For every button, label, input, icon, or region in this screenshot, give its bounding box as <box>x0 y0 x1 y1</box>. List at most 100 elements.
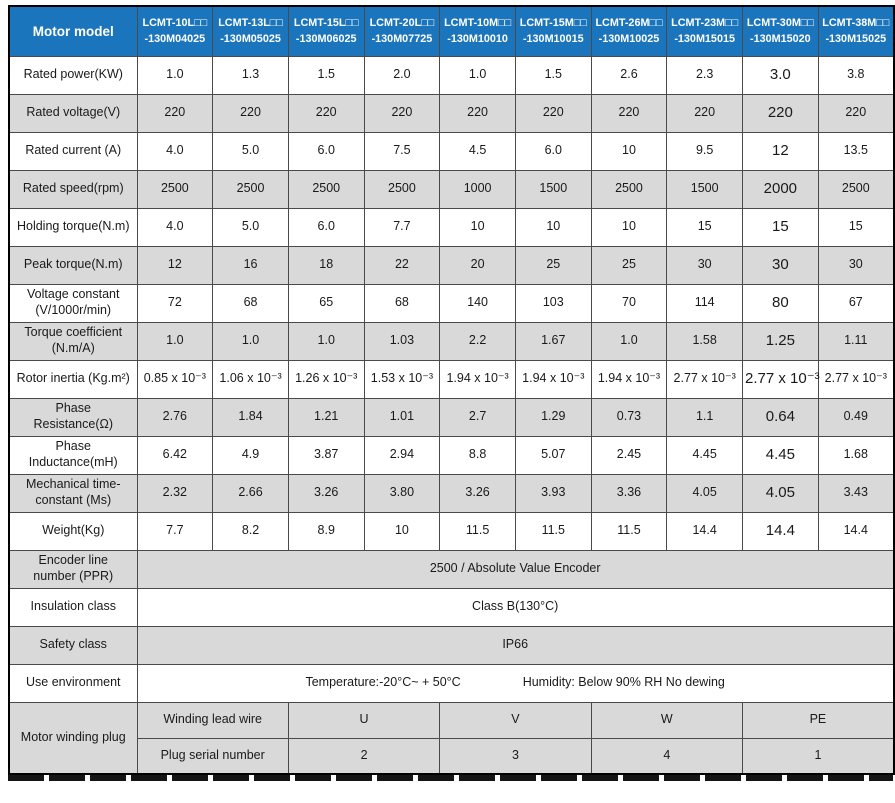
row-label: Phase Resistance(Ω) <box>8 397 138 437</box>
winding-value-cell: V <box>439 701 592 739</box>
spec-value-cell: 12 <box>742 131 819 171</box>
table-row: Rotor inertia (Kg.m²) 0.85 x 10⁻³ 1.06 x 1… <box>8 359 895 399</box>
spec-value-cell: 2.32 <box>136 473 214 513</box>
spec-value-cell: 4.5 <box>439 131 516 171</box>
spec-value-cell: 1500 <box>514 169 592 209</box>
header-model-column: LCMT-15L□□ -130M06025 <box>287 5 365 57</box>
table-row: Phase Inductance(mH) 6.42 4.9 3.87 2.94 8.8 5.… <box>8 435 895 475</box>
spec-value-cell: 4.05 <box>742 473 819 513</box>
row-label: Rated voltage(V) <box>8 93 138 133</box>
spec-value-cell: 0.64 <box>742 397 819 437</box>
spec-value-cell: 13.5 <box>817 131 895 171</box>
spec-value-cell: 30 <box>666 245 743 285</box>
spec-value-cell: 2.45 <box>590 435 668 475</box>
spec-value-cell: 1.5 <box>514 55 592 95</box>
spec-value-cell: 3.80 <box>363 473 441 513</box>
winding-value-cell: 3 <box>439 737 592 775</box>
spec-value-cell: 1.0 <box>136 55 214 95</box>
spec-value-cell: 6.0 <box>287 131 365 171</box>
header-model-column: LCMT-38M□□ -130M15025 <box>817 5 895 57</box>
spec-value-cell: 220 <box>439 93 516 133</box>
spec-value-cell: 15 <box>666 207 743 247</box>
spanned-value-cell: Class B(130°C) <box>136 587 895 627</box>
table-row: Phase Resistance(Ω) 2.76 1.84 1.21 1.01 2.7 1.… <box>8 397 895 437</box>
spec-value-cell: 15 <box>742 207 819 247</box>
spec-value-cell: 1.26 x 10⁻³ <box>287 359 365 399</box>
winding-sub-label: Plug serial number <box>136 737 289 775</box>
header-model-column: LCMT-13L□□ -130M05025 <box>212 5 289 57</box>
spec-value-cell: 4.45 <box>742 435 819 475</box>
spec-value-cell: 2.3 <box>666 55 743 95</box>
spec-value-cell: 0.85 x 10⁻³ <box>136 359 214 399</box>
spec-value-cell: 68 <box>212 283 289 323</box>
spec-value-cell: 103 <box>514 283 592 323</box>
spec-value-cell: 1.06 x 10⁻³ <box>212 359 289 399</box>
winding-value-cell: W <box>590 701 744 739</box>
spec-value-cell: 220 <box>287 93 365 133</box>
header-model-column: LCMT-20L□□ -130M07725 <box>363 5 441 57</box>
spec-value-cell: 1.0 <box>590 321 668 361</box>
spec-value-cell: 1.94 x 10⁻³ <box>439 359 516 399</box>
header-model-column: LCMT-15M□□ -130M10015 <box>514 5 592 57</box>
spec-value-cell: 65 <box>287 283 365 323</box>
spec-value-cell: 10 <box>439 207 516 247</box>
spec-value-cell: 3.43 <box>817 473 895 513</box>
table-row: Peak torque(N.m) 12 16 18 22 20 25 25 30 30 30 <box>8 245 895 285</box>
spec-value-cell: 1.1 <box>666 397 743 437</box>
spec-sheet: Motor model LCMT-10L□□ -130M04025 LCMT-13… <box>8 5 895 781</box>
motor-spec-table: Motor model LCMT-10L□□ -130M04025 LCMT-13… <box>8 5 895 775</box>
spec-value-cell: 0.49 <box>817 397 895 437</box>
winding-row: Plug serial number 2 3 4 1 <box>9 737 895 775</box>
spec-value-cell: 14.4 <box>666 511 743 551</box>
spec-value-cell: 15 <box>817 207 895 247</box>
header-model-column: LCMT-23M□□ -130M15015 <box>666 5 743 57</box>
spec-value-cell: 2.7 <box>439 397 516 437</box>
spec-value-cell: 8.8 <box>439 435 516 475</box>
spec-value-cell: 10 <box>590 131 668 171</box>
header-model-column: LCMT-26M□□ -130M10025 <box>590 5 668 57</box>
spec-value-cell: 220 <box>212 93 289 133</box>
table-row: Weight(Kg) 7.7 8.2 8.9 10 11.5 11.5 11.5 14.4 14.… <box>8 511 895 551</box>
spec-value-cell: 4.05 <box>666 473 743 513</box>
spec-value-cell: 5.07 <box>514 435 592 475</box>
spec-value-cell: 2500 <box>287 169 365 209</box>
spec-value-cell: 11.5 <box>439 511 516 551</box>
spec-value-cell: 5.0 <box>212 207 289 247</box>
spec-value-cell: 3.26 <box>439 473 516 513</box>
spec-table-body: Rated power(KW) 1.0 1.3 1.5 2.0 1.0 1.5 2.6 2.3 3… <box>8 55 895 775</box>
spec-value-cell: 30 <box>742 245 819 285</box>
spec-value-cell: 70 <box>590 283 668 323</box>
winding-value-cell: U <box>287 701 441 739</box>
spec-value-cell: 20 <box>439 245 516 285</box>
table-row: Mechanical time-constant (Ms) 2.32 2.66 3.2… <box>8 473 895 513</box>
spec-value-cell: 30 <box>817 245 895 285</box>
table-row: Voltage constant (V/1000r/min) 72 68 65 68 14… <box>8 283 895 323</box>
spec-value-cell: 4.45 <box>666 435 743 475</box>
winding-sub-label: Winding lead wire <box>136 701 289 739</box>
row-label: Rated power(KW) <box>8 55 138 95</box>
spec-value-cell: 2000 <box>742 169 819 209</box>
table-row: Rated current (A) 4.0 5.0 6.0 7.5 4.5 6.0 10 9.5… <box>8 131 895 171</box>
spec-value-cell: 1000 <box>439 169 516 209</box>
spec-value-cell: 9.5 <box>666 131 743 171</box>
winding-value-cell: PE <box>741 701 895 739</box>
winding-plug-label: Motor winding plug <box>8 701 138 775</box>
table-row: Use environment Temperature:-20°C~ + 50°C… <box>8 663 895 703</box>
row-label: Insulation class <box>8 587 138 627</box>
winding-value-cell: 2 <box>287 737 441 775</box>
row-label: Phase Inductance(mH) <box>8 435 138 475</box>
spec-value-cell: 10 <box>514 207 592 247</box>
row-label: Mechanical time-constant (Ms) <box>8 473 138 513</box>
winding-value-cell: 1 <box>741 737 895 775</box>
spec-value-cell: 1.58 <box>666 321 743 361</box>
row-label: Holding torque(N.m) <box>8 207 138 247</box>
header-model-column: LCMT-10L□□ -130M04025 <box>136 5 214 57</box>
spec-value-cell: 7.7 <box>363 207 441 247</box>
spec-value-cell: 2.6 <box>590 55 668 95</box>
row-label: Use environment <box>8 663 138 703</box>
spec-value-cell: 2500 <box>590 169 668 209</box>
spanned-value-cell: 2500 / Absolute Value Encoder <box>136 549 895 589</box>
spec-value-cell: 72 <box>136 283 214 323</box>
row-label: Voltage constant (V/1000r/min) <box>8 283 138 323</box>
spec-value-cell: 18 <box>287 245 365 285</box>
